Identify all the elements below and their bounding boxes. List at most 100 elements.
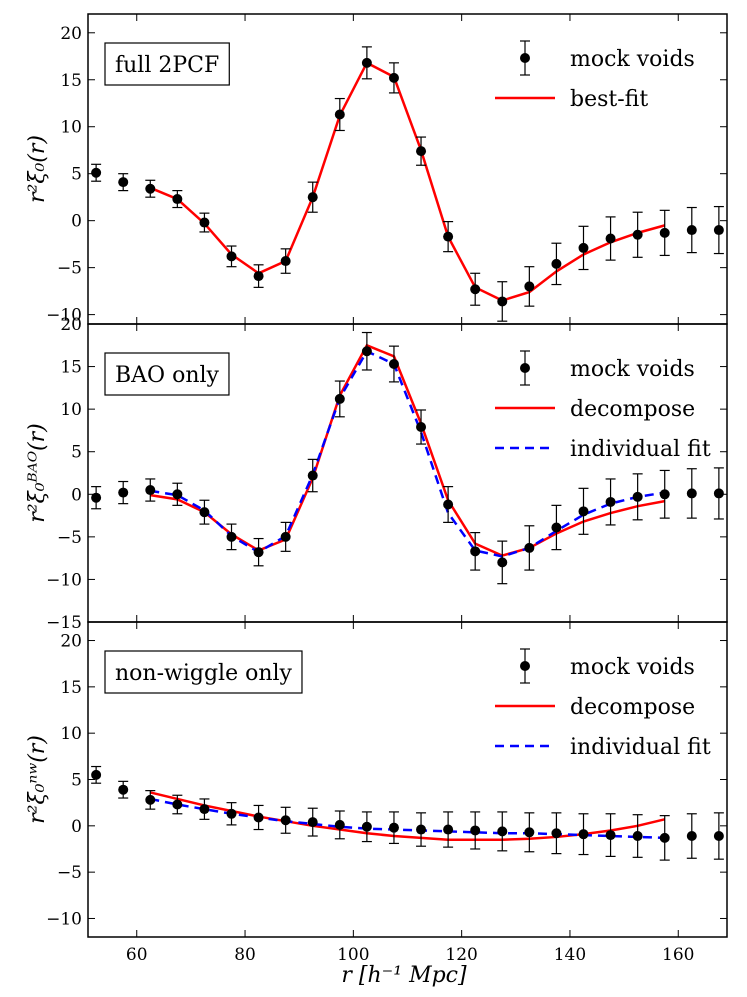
- data-point: [713, 488, 724, 499]
- data-point: [686, 831, 697, 842]
- legend-label: decompose: [570, 397, 695, 422]
- y-tick-label: −15: [46, 613, 82, 633]
- data-point: [172, 489, 183, 500]
- panel-2: −15 −10 −5 0 5 10 15 20 r²ξ₀ᴮᴬᴼ(r) BAO only mock v…: [25, 315, 728, 633]
- data-point: [199, 507, 210, 518]
- panel-label: non-wiggle only: [115, 661, 293, 686]
- y-axis-label: r²ξ₀ᴮᴬᴼ(r): [25, 423, 50, 523]
- y-tick-label: 20: [60, 24, 82, 44]
- data-point: [172, 194, 183, 205]
- x-tick-label: 120: [445, 945, 477, 965]
- data-point: [632, 229, 643, 240]
- data-point: [416, 824, 427, 835]
- x-axis-label: r [h⁻¹ Mpc]: [341, 963, 467, 988]
- data-point: [280, 815, 291, 826]
- y-tick-label: 10: [60, 400, 82, 420]
- legend-marker: [520, 53, 530, 63]
- y-tick-label: 5: [71, 443, 82, 463]
- data-point: [578, 242, 589, 253]
- data-point: [280, 256, 291, 267]
- data-point: [334, 819, 345, 830]
- data-point: [118, 177, 129, 188]
- x-tick-label: 160: [662, 945, 694, 965]
- data-point: [307, 470, 318, 481]
- y-tick-label: 15: [60, 71, 82, 91]
- data-point: [713, 831, 724, 842]
- y-tick-label: 5: [71, 771, 82, 791]
- panel-label: full 2PCF: [115, 53, 219, 78]
- legend-entry: best-fit: [495, 87, 648, 112]
- data-point: [307, 817, 318, 828]
- panel-label-box: [104, 650, 303, 694]
- y-tick-label: 0: [71, 212, 82, 232]
- panel-label-box: [104, 42, 230, 86]
- data-point: [497, 296, 508, 307]
- data-point: [253, 271, 264, 282]
- data-point: [659, 489, 670, 500]
- x-tick-label: 100: [337, 945, 369, 965]
- y-axis-label: r²ξ₀(r): [25, 135, 50, 203]
- data-point: [118, 784, 129, 795]
- x-tick-label: 80: [234, 945, 256, 965]
- y-tick-label: 20: [60, 315, 82, 335]
- y-tick-label: −5: [57, 259, 82, 279]
- legend-label: best-fit: [570, 87, 648, 112]
- y-tick-label: 20: [60, 632, 82, 652]
- data-point: [524, 542, 535, 553]
- legend-entry: individual fit: [495, 735, 711, 760]
- legend-label: individual fit: [570, 437, 711, 462]
- legend-entry: mock voids: [520, 40, 695, 76]
- data-point: [605, 496, 616, 507]
- data-point: [551, 828, 562, 839]
- data-point: [145, 485, 156, 496]
- data-point: [551, 258, 562, 269]
- data-point: [91, 167, 102, 178]
- data-point: [686, 488, 697, 499]
- data-point: [497, 826, 508, 837]
- panel-label-box: [104, 352, 230, 396]
- legend-marker: [520, 363, 530, 373]
- y-axis-label: r²ξ₀ⁿʷ(r): [25, 735, 50, 824]
- legend-entry: decompose: [495, 695, 695, 720]
- data-point: [388, 72, 399, 83]
- legend-marker: [520, 661, 530, 671]
- data-point: [226, 531, 237, 542]
- data-point: [632, 491, 643, 502]
- data-point: [334, 109, 345, 120]
- y-tick-label: 0: [71, 817, 82, 837]
- data-point: [551, 522, 562, 533]
- data-point: [470, 546, 481, 557]
- data-point: [361, 821, 372, 832]
- data-point: [470, 825, 481, 836]
- legend-entry: mock voids: [520, 648, 695, 684]
- data-point: [118, 487, 129, 498]
- x-tick-label: 140: [554, 945, 586, 965]
- y-tick-label: 10: [60, 118, 82, 138]
- panel-label: BAO only: [115, 363, 220, 388]
- data-point: [443, 824, 454, 835]
- legend-label: individual fit: [570, 735, 711, 760]
- y-tick-label: 10: [60, 724, 82, 744]
- individual-fit-line: [150, 349, 665, 558]
- data-point: [172, 799, 183, 810]
- data-point: [416, 146, 427, 157]
- panel-frame: [87, 621, 728, 938]
- plot-area: [91, 46, 724, 322]
- data-point: [686, 225, 697, 236]
- data-point: [199, 804, 210, 815]
- data-point: [524, 281, 535, 292]
- data-point: [605, 830, 616, 841]
- data-point: [659, 227, 670, 238]
- data-point: [226, 251, 237, 262]
- data-point: [632, 831, 643, 842]
- data-point: [199, 217, 210, 228]
- data-point: [659, 832, 670, 843]
- data-point: [524, 827, 535, 838]
- data-point: [91, 769, 102, 780]
- legend-label: decompose: [570, 695, 695, 720]
- data-point: [361, 57, 372, 68]
- data-point: [470, 284, 481, 295]
- data-point: [91, 492, 102, 503]
- panel-1: −10 −5 0 5 10 15 20 r²ξ₀(r) full 2PCF mock voids b…: [25, 13, 728, 326]
